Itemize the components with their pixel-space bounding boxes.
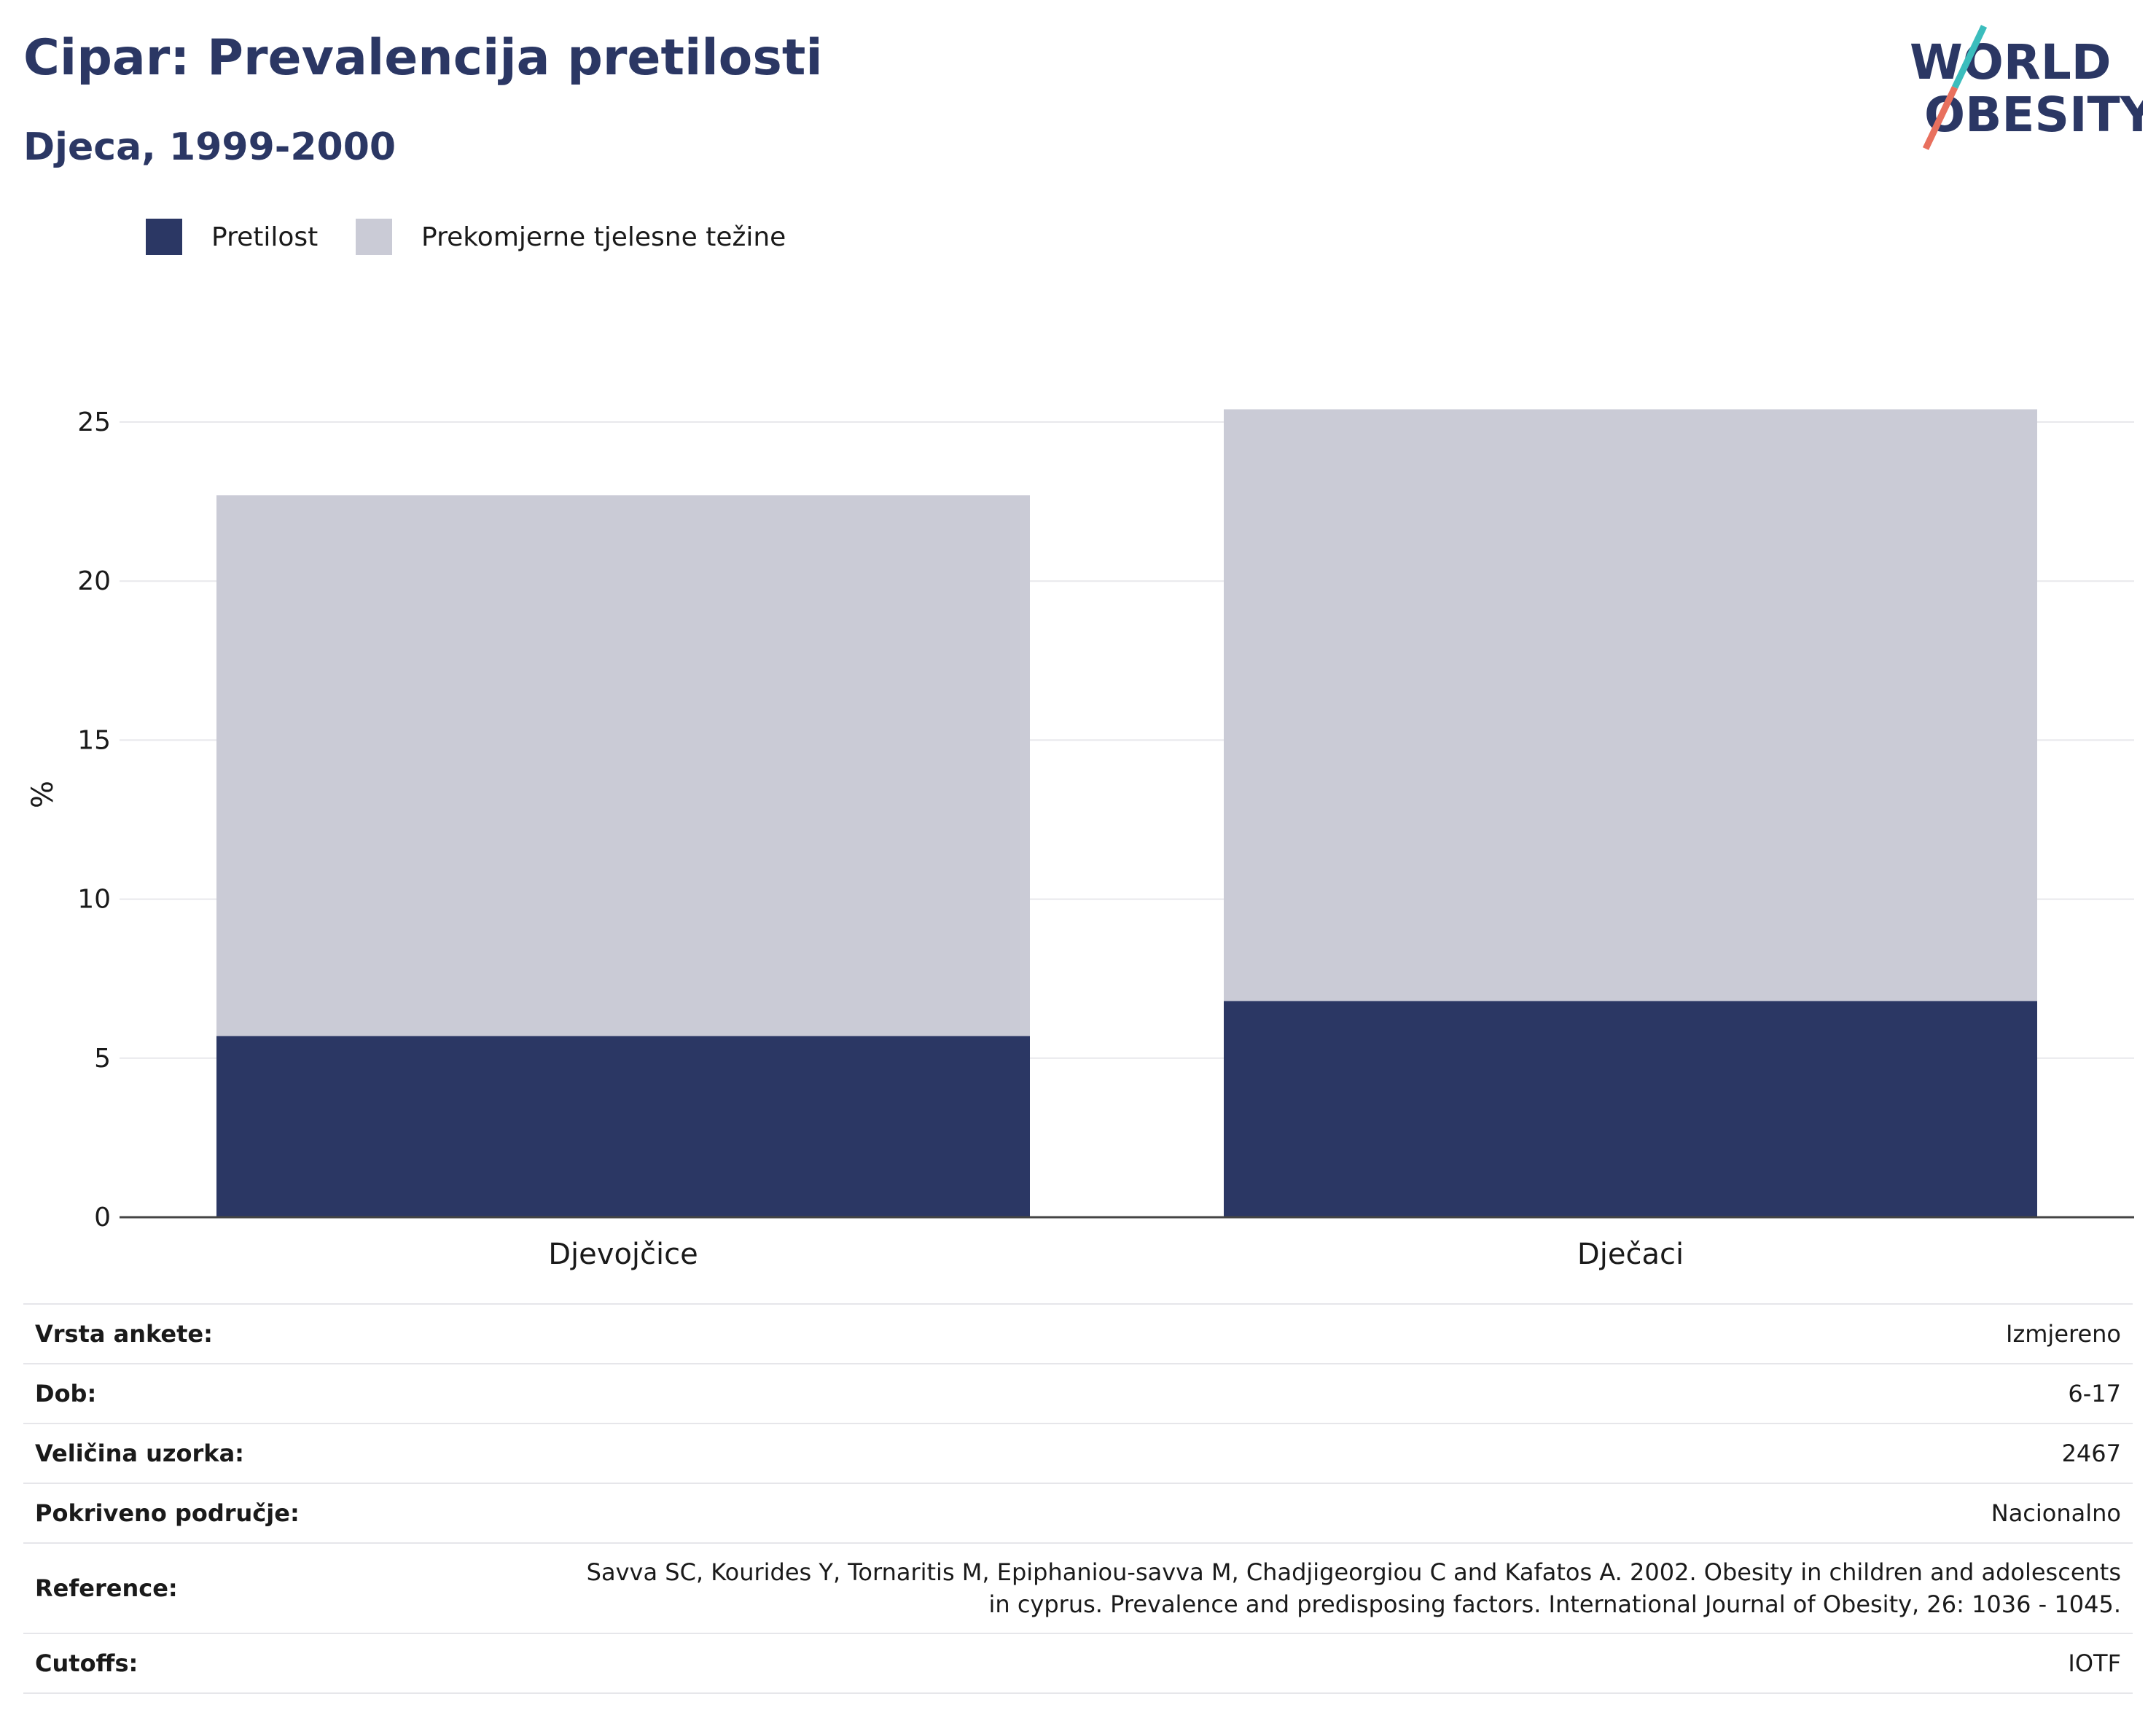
svg-text:OBESITY: OBESITY [1924, 87, 2143, 143]
meta-key: Pokriveno područje: [23, 1483, 557, 1543]
svg-text:WORLD: WORLD [1910, 34, 2112, 90]
bar-overweight-0[interactable] [216, 495, 1030, 1036]
survey-metadata-table: Vrsta ankete: Izmjereno Dob: 6-17 Veličina u… [23, 1303, 2133, 1694]
legend-item-prekomjerna[interactable]: Prekomjerne tjelesne težine [356, 219, 786, 255]
bar-overweight-1[interactable] [1224, 409, 2037, 1001]
legend-label: Pretilost [211, 222, 319, 252]
legend-swatch-obesity [146, 219, 182, 255]
y-tick-label: 10 [77, 885, 111, 915]
meta-row: Cutoffs: IOTF [23, 1633, 2133, 1694]
bar-obesity-1[interactable] [1224, 1001, 2037, 1217]
world-obesity-logo: WORLD OBESITY [1910, 25, 2143, 150]
meta-key: Veličina uzorka: [23, 1423, 557, 1483]
meta-value: 2467 [557, 1423, 2133, 1483]
legend-item-pretilost[interactable]: Pretilost [146, 219, 318, 255]
y-tick-label: 5 [94, 1044, 111, 1074]
meta-row: Reference: Savva SC, Kourides Y, Tornarit… [23, 1542, 2133, 1633]
chart-title: Cipar: Prevalencija pretilosti [23, 29, 823, 87]
legend-swatch-overweight [356, 219, 392, 255]
y-tick-label: 25 [77, 407, 111, 437]
meta-value: Nacionalno [557, 1483, 2133, 1543]
y-axis-label: % [26, 781, 60, 808]
meta-row: Veličina uzorka: 2467 [23, 1423, 2133, 1483]
meta-key: Vrsta ankete: [23, 1303, 557, 1364]
x-tick-label: Djevojčice [548, 1238, 698, 1271]
meta-row: Vrsta ankete: Izmjereno [23, 1303, 2133, 1364]
meta-row: Pokriveno područje: Nacionalno [23, 1483, 2133, 1543]
meta-value: Izmjereno [557, 1303, 2133, 1364]
meta-value: 6-17 [557, 1363, 2133, 1423]
y-tick-label: 20 [77, 566, 111, 596]
x-tick-label: Dječaci [1577, 1238, 1684, 1271]
meta-key: Reference: [23, 1542, 557, 1633]
meta-key: Dob: [23, 1363, 557, 1423]
meta-key: Cutoffs: [23, 1633, 557, 1694]
legend-label: Prekomjerne tjelesne težine [421, 222, 786, 252]
chart-subtitle: Djeca, 1999-2000 [23, 125, 397, 169]
bar-obesity-0[interactable] [216, 1036, 1030, 1217]
y-tick-label: 0 [94, 1203, 111, 1233]
meta-value: Savva SC, Kourides Y, Tornaritis M, Epip… [557, 1542, 2133, 1633]
meta-value: IOTF [557, 1633, 2133, 1694]
meta-row: Dob: 6-17 [23, 1363, 2133, 1423]
y-tick-label: 15 [77, 725, 111, 755]
